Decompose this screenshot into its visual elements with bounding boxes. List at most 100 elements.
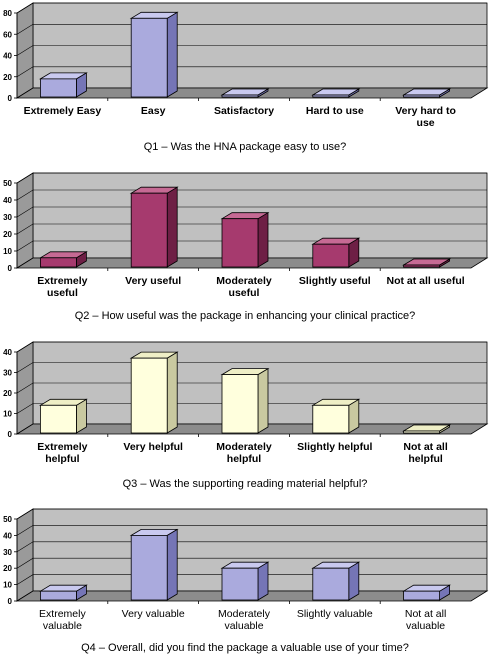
bar-4 [311,561,361,601]
bar-side [257,561,269,601]
x-category-label: helpful [227,453,261,465]
y-tick-label: 0 [8,430,13,439]
x-category-label: Very valuable [122,608,185,620]
gridline [16,341,487,353]
chart-caption: Q1 – Was the HNA package easy to use? [144,141,347,153]
y-tick-label: 30 [3,213,12,222]
bar-front [403,590,441,601]
bar-front [403,94,441,98]
x-category-label: valuable [43,620,82,632]
gridline [16,2,487,14]
x-category-label: Very helpful [123,441,183,453]
bar-front [221,567,259,601]
gridline [16,23,487,35]
y-tick-label: 40 [3,531,12,540]
y-tick-label: 80 [3,9,12,18]
gridline [16,382,487,394]
y-tick-label: 60 [3,30,12,39]
bar-front [130,357,168,434]
bar-front [130,535,168,601]
x-category-label: helpful [45,453,79,465]
bar-front [40,257,77,268]
bar-front [312,94,350,98]
gridline [16,45,487,56]
y-tick-label: 20 [3,73,12,82]
bar-4 [311,88,361,98]
bar-5 [402,88,452,98]
chart-caption: Q3 – Was the supporting reading material… [123,478,368,490]
y-tick-label: 40 [3,52,12,61]
y-tick-label: 10 [3,410,12,419]
bar-front [312,567,350,601]
bar-1 [38,584,88,601]
y-tick-label: 30 [3,548,12,557]
y-tick-label: 50 [3,515,12,524]
bar-front [221,218,259,268]
bar-2 [129,11,179,98]
bar-front [221,94,259,98]
x-category-label: valuable [224,620,263,632]
bar-3 [220,88,270,98]
gridline [16,525,487,536]
y-tick-label: 0 [8,94,13,103]
bar-5 [402,258,452,268]
x-category-label: Satisfactory [214,105,274,117]
y-tick-label: 40 [3,196,12,205]
y-tick-label: 0 [8,264,13,273]
bar-front [130,17,168,98]
y-tick-label: 10 [3,247,12,256]
y-tick-label: 10 [3,581,12,590]
bar-5 [402,424,452,434]
y-tick-label: 20 [3,564,12,573]
x-category-label: Not at all [405,608,446,620]
bar-3 [220,561,270,601]
gridline [16,557,487,569]
x-category-label: Very useful [125,275,181,287]
bar-5 [402,584,452,601]
x-category-label: helpful [408,453,442,465]
x-category-label: Extremely [37,441,87,453]
bar-front [40,78,77,98]
chart-caption: Q4 – Overall, did you find the package a… [81,642,409,654]
bar-2 [129,351,179,434]
bar-3 [220,211,270,268]
x-category-label: useful [229,287,260,299]
bar-side [166,351,178,434]
bar-side [166,11,178,98]
bar-4 [311,398,361,434]
y-tick-label: 50 [3,179,12,188]
bar-2 [129,186,179,268]
bar-side [166,528,178,601]
y-tick-label: 40 [3,348,12,357]
bar-2 [129,528,179,601]
x-category-label: Moderately [218,608,271,620]
chart-side-wall [16,172,34,269]
gridline [16,362,487,373]
gridline [16,508,487,520]
bar-3 [220,367,270,434]
gridline [16,206,487,218]
x-category-label: Hard to use [306,105,364,117]
x-category-label: Slightly useful [299,275,371,287]
x-category-label: Extremely Easy [24,105,102,117]
x-category-label: Not at all useful [387,275,465,287]
bar-front [130,192,168,268]
x-category-label: Slightly valuable [297,608,373,620]
bar-side [257,211,269,268]
x-category-label: Not at all [403,441,447,453]
gridline [16,172,487,184]
x-category-label: valuable [406,620,445,632]
bar-side [257,367,269,434]
bar-front [403,264,441,268]
bar-front [403,430,441,434]
x-category-label: Moderately [216,441,272,453]
bar-front [221,374,259,434]
gridline [16,541,487,553]
x-category-label: Extremely [37,275,87,287]
x-category-label: Moderately [216,275,272,287]
bar-side [348,561,360,601]
